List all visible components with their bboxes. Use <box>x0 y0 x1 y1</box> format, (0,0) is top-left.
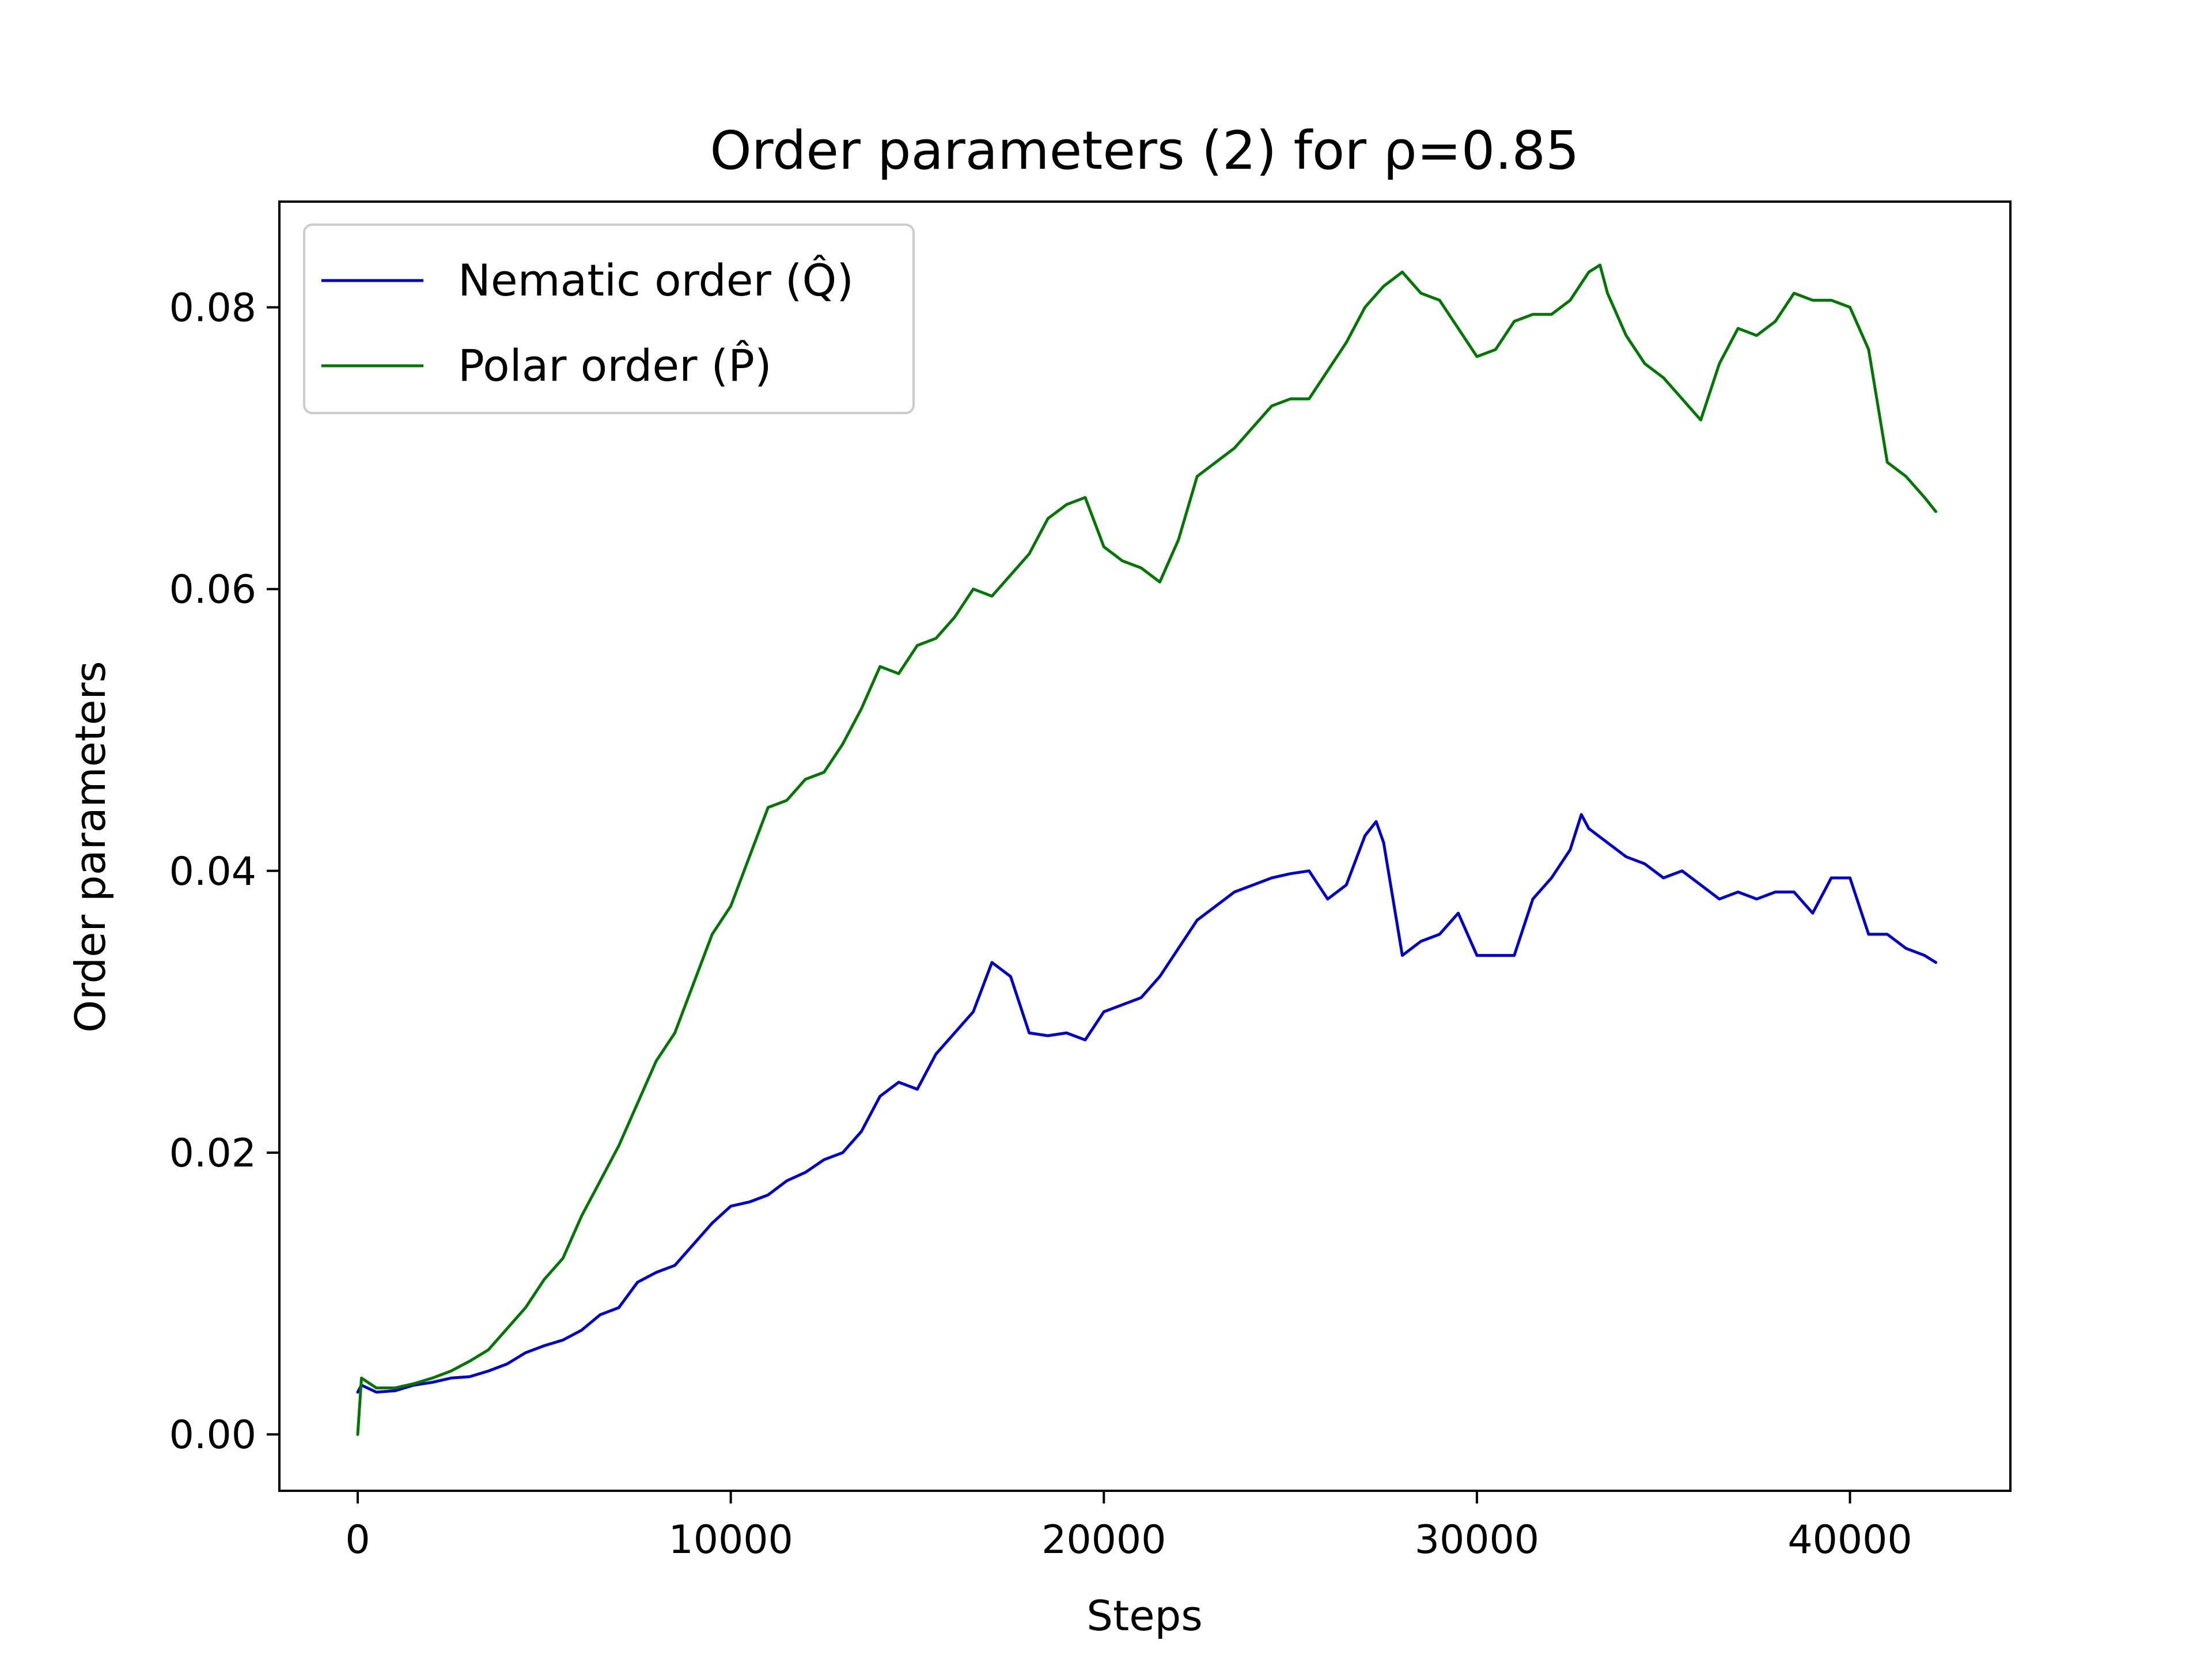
chart-title: Order parameters (2) for ρ=0.85 <box>710 120 1579 181</box>
legend-label-polar: Polar order (P̂) <box>458 340 772 391</box>
legend-box <box>303 224 915 414</box>
y-axis: 0.00 0.02 0.04 0.06 0.08 <box>169 285 279 1458</box>
legend: Nematic order (Q̂) Polar order (P̂) <box>303 224 915 414</box>
y-tick-label: 0.06 <box>169 567 256 613</box>
x-axis-label: Steps <box>1086 1592 1202 1640</box>
y-tick-label: 0.02 <box>169 1131 256 1176</box>
x-tick-label: 0 <box>345 1517 370 1563</box>
x-tick-label: 40000 <box>1787 1517 1912 1563</box>
y-axis-label: Order parameters <box>66 661 115 1032</box>
y-tick-label: 0.08 <box>169 285 256 331</box>
y-tick-label: 0.00 <box>169 1412 256 1458</box>
x-tick-label: 30000 <box>1415 1517 1539 1563</box>
series-layer <box>356 263 1937 1436</box>
series-line-polar <box>356 263 1937 1436</box>
x-axis: 0 10000 20000 30000 40000 <box>345 1491 1912 1563</box>
y-tick-label: 0.04 <box>169 849 256 895</box>
x-tick-label: 10000 <box>668 1517 793 1563</box>
axes-frame <box>278 200 2012 1492</box>
legend-label-nematic: Nematic order (Q̂) <box>458 255 854 306</box>
x-tick-label: 20000 <box>1041 1517 1166 1563</box>
series-line-nematic <box>356 813 1937 1394</box>
